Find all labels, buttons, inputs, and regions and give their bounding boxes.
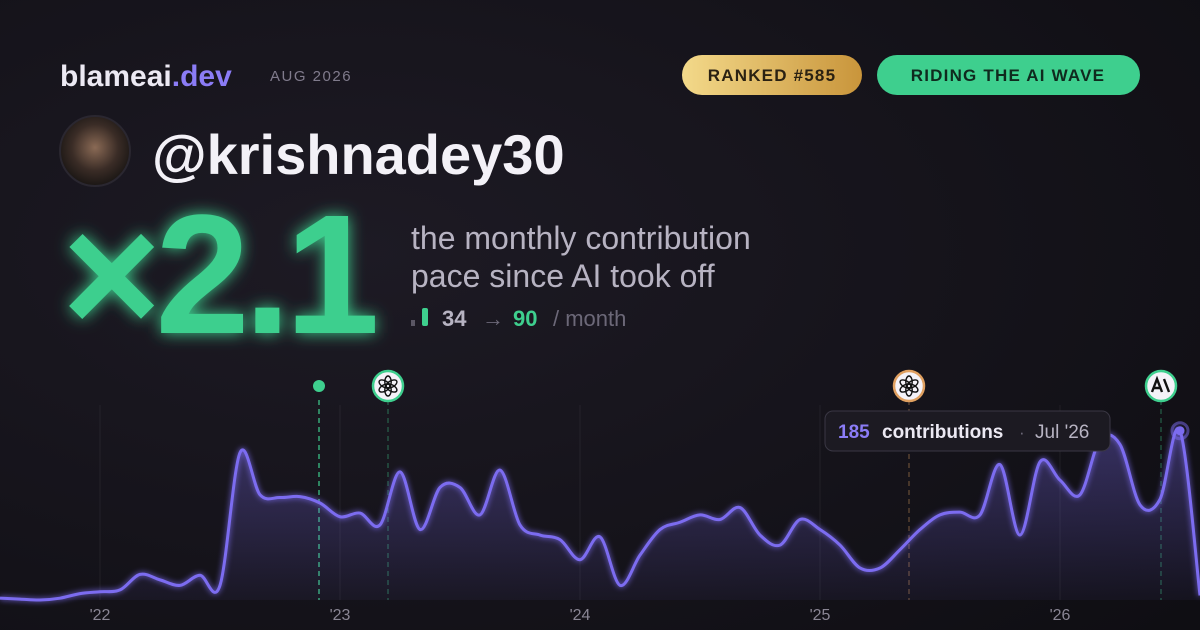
handle: @krishnadey30 [152,123,565,186]
event-glyph [899,379,912,389]
stat-after: 90 [513,306,537,331]
highlight-ring [1170,421,1190,441]
stat-arrow: → [482,306,504,331]
tooltip-bg [824,410,1111,452]
highlight-dot [1175,426,1185,436]
stat-icon [411,320,415,326]
tooltip-label: contributions [882,422,1003,443]
tooltip-date: Jul '26 [1035,422,1089,443]
x-tick-label: '25 [810,607,831,624]
brand: blameai.dev [60,60,232,93]
tooltip: 185 contributions · Jul '26 [824,410,1111,452]
badge-bg [682,55,862,95]
event-icon [1144,369,1178,403]
x-tick-label: '22 [90,607,111,624]
chart: '22 '23 '24 '25 '26 185 contributions · Jul '26 [0,369,1200,624]
event-dot [313,380,325,392]
badge: RANKED #585 [708,66,836,85]
line [0,426,1200,602]
brand-name: blameai [60,60,172,93]
multiplier: ×2.1 [62,180,375,370]
x-tick-label: '24 [570,607,591,624]
event-icon [371,369,405,403]
x-tick-label: '26 [1050,607,1071,624]
event-icon [892,369,926,403]
tooltip-value: 185 [838,422,870,443]
caption: the monthly contribution [411,220,751,256]
area-fill [0,428,1200,601]
caption: pace since AI took off [411,258,715,294]
badge-bg [877,55,1140,95]
badge: RIDING THE AI WAVE [911,66,1105,85]
event-glyph [1150,375,1171,393]
stat-unit: / month [553,306,626,331]
avatar [59,115,131,187]
stat-icon [422,308,428,326]
date: AUG 2026 [270,68,352,85]
brand-tld: .dev [172,60,232,93]
tooltip-sep: · [1019,423,1025,442]
event-glyph [378,379,391,389]
stat-before: 34 [442,306,467,331]
x-tick-label: '23 [330,607,351,624]
